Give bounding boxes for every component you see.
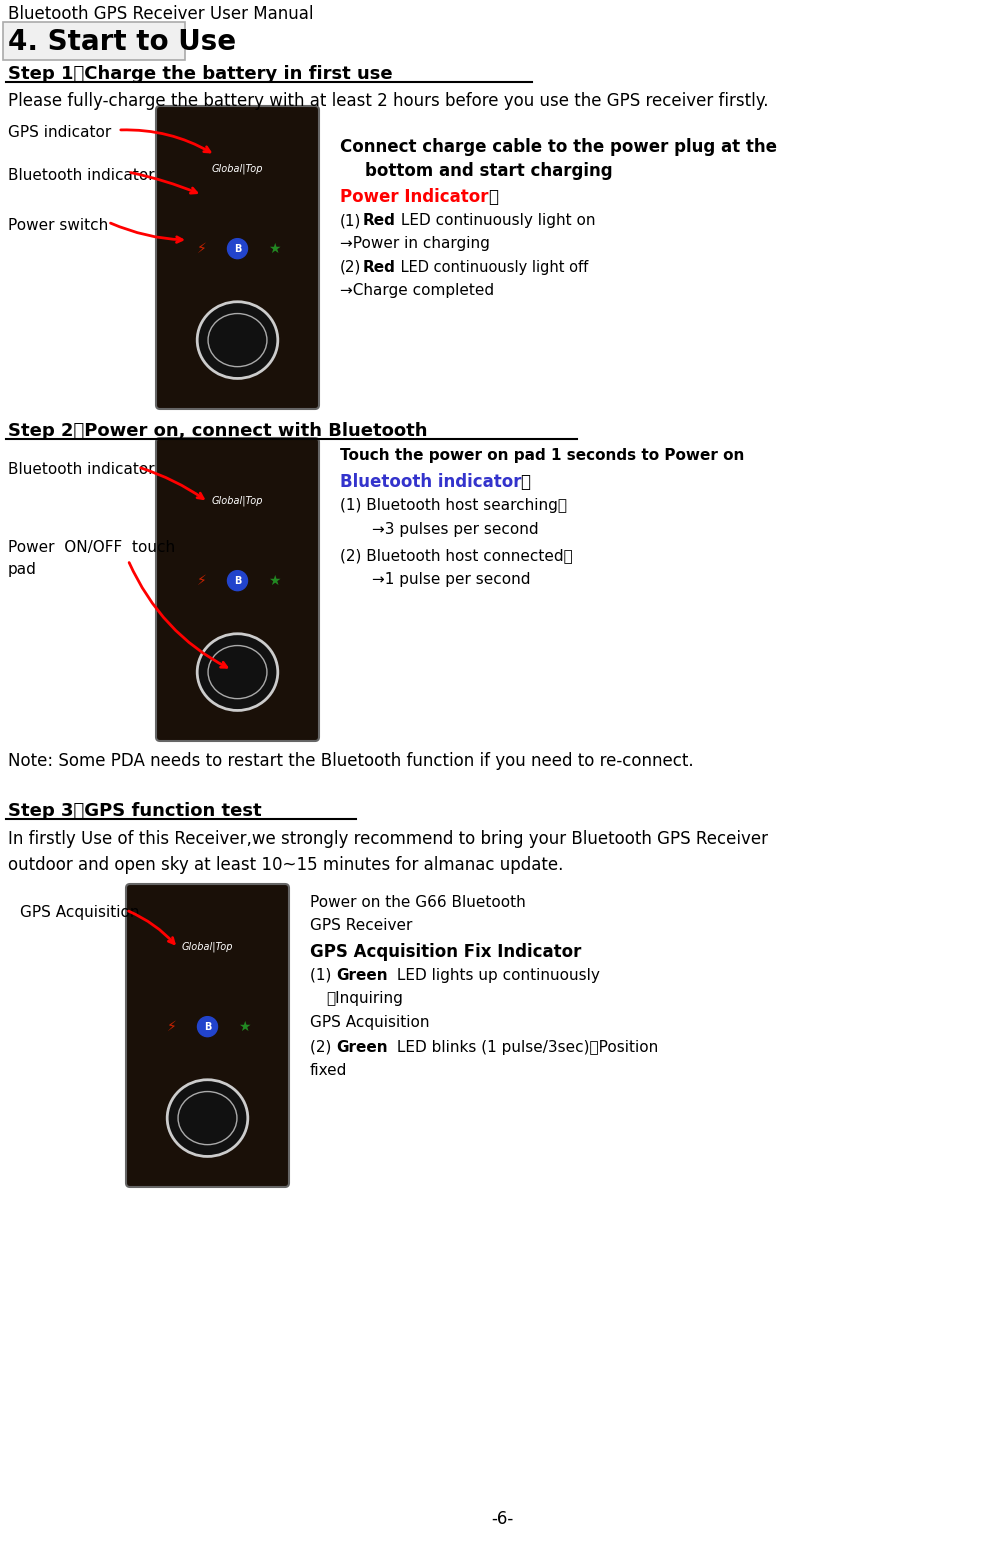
Text: Bluetooth indicator: Bluetooth indicator [8,168,154,183]
Text: Step 1：Charge the battery in first use: Step 1：Charge the battery in first use [8,65,392,82]
Text: ⚡: ⚡ [197,242,207,256]
Text: LED blinks (1 pulse/3sec)：Position: LED blinks (1 pulse/3sec)：Position [391,1040,658,1055]
Text: ★: ★ [268,574,281,588]
Text: →3 pulses per second: →3 pulses per second [372,521,538,537]
Text: (1): (1) [310,968,336,982]
Circle shape [228,571,248,591]
Text: (2) Bluetooth host connected：: (2) Bluetooth host connected： [340,548,572,563]
Text: LED continuously light off: LED continuously light off [395,261,588,275]
Text: ：: ： [487,188,497,206]
Text: Green: Green [336,968,387,982]
Text: Connect charge cable to the power plug at the: Connect charge cable to the power plug a… [340,138,776,157]
Text: In firstly Use of this Receiver,we strongly recommend to bring your Bluetooth GP: In firstly Use of this Receiver,we stron… [8,830,767,874]
Text: B: B [234,576,241,585]
Text: fixed: fixed [310,1063,347,1079]
Text: B: B [204,1021,211,1032]
Text: GPS Acquisition: GPS Acquisition [20,905,139,920]
Ellipse shape [208,314,267,366]
Text: Power  ON/OFF  touch: Power ON/OFF touch [8,540,175,556]
Text: Please fully-charge the battery with at least 2 hours before you use the GPS rec: Please fully-charge the battery with at … [8,92,767,110]
Ellipse shape [197,301,278,379]
Text: Step 2：Power on, connect with Bluetooth: Step 2：Power on, connect with Bluetooth [8,422,427,441]
Text: LED lights up continuously: LED lights up continuously [391,968,599,982]
Text: ⚡: ⚡ [166,1020,177,1034]
Text: Bluetooth indicator: Bluetooth indicator [340,473,521,490]
Ellipse shape [197,633,278,711]
Text: (1) Bluetooth host searching：: (1) Bluetooth host searching： [340,498,567,514]
Text: GPS indicator: GPS indicator [8,126,111,140]
Text: B: B [234,244,241,253]
Text: 4. Start to Use: 4. Start to Use [8,28,236,56]
Text: Power switch: Power switch [8,217,108,233]
Circle shape [198,1017,218,1037]
Text: -6-: -6- [490,1510,513,1529]
Text: ★: ★ [239,1020,251,1034]
Ellipse shape [208,646,267,698]
Text: Note: Some PDA needs to restart the Bluetooth function if you need to re-connect: Note: Some PDA needs to restart the Blue… [8,753,693,770]
Text: LED continuously light on: LED continuously light on [395,213,595,228]
Text: Global|Top: Global|Top [212,495,263,506]
Text: ：Inquiring: ：Inquiring [326,992,402,1006]
Text: GPS Receiver: GPS Receiver [310,917,412,933]
Ellipse shape [178,1091,237,1145]
Text: ：: ： [520,473,530,490]
Text: GPS Acquisition Fix Indicator: GPS Acquisition Fix Indicator [310,944,581,961]
Text: (2): (2) [340,261,361,275]
Text: (1): (1) [340,213,361,228]
Text: Bluetooth indicator: Bluetooth indicator [8,462,154,476]
Text: GPS Acquisition: GPS Acquisition [310,1015,429,1031]
Text: Green: Green [336,1040,387,1055]
Text: Global|Top: Global|Top [212,165,263,174]
Text: pad: pad [8,562,37,577]
FancyBboxPatch shape [155,106,319,410]
Text: →1 pulse per second: →1 pulse per second [372,573,530,587]
Text: Red: Red [363,213,395,228]
Text: Touch the power on pad 1 seconds to Power on: Touch the power on pad 1 seconds to Powe… [340,449,743,462]
Text: ⚡: ⚡ [197,574,207,588]
FancyBboxPatch shape [155,438,319,740]
Text: Step 3：GPS function test: Step 3：GPS function test [8,802,262,819]
Circle shape [228,239,248,259]
Text: Power on the G66 Bluetooth: Power on the G66 Bluetooth [310,896,526,909]
Text: Bluetooth GPS Receiver User Manual: Bluetooth GPS Receiver User Manual [8,5,313,23]
FancyBboxPatch shape [125,885,289,1187]
Text: Global|Top: Global|Top [182,942,233,953]
Text: ★: ★ [268,242,281,256]
Text: bottom and start charging: bottom and start charging [365,161,612,180]
Text: →Power in charging: →Power in charging [340,236,489,251]
FancyBboxPatch shape [3,22,185,61]
Text: Red: Red [363,261,395,275]
Text: →Charge completed: →Charge completed [340,282,493,298]
Ellipse shape [168,1080,248,1156]
Text: Power Indicator: Power Indicator [340,188,488,206]
Text: (2): (2) [310,1040,336,1055]
